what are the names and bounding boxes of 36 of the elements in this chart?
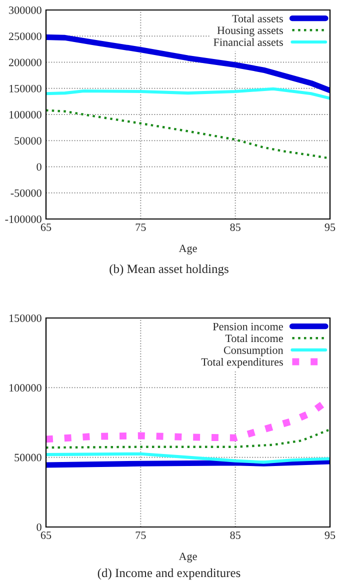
y-tick-label: 50000 <box>14 137 42 145</box>
text: (d) Income and expenditures <box>98 568 240 580</box>
y-tick-label: 100000 <box>9 384 42 392</box>
legend-label: Financial assets <box>214 38 283 46</box>
legend-label: Consumption <box>224 346 284 356</box>
y-tick-label: -100000 <box>5 215 42 223</box>
x-axis-title: Age <box>178 552 197 562</box>
y-tick-label: 50000 <box>14 454 42 462</box>
y-tick-label: 0 <box>36 163 42 171</box>
y-tick-label: 250000 <box>8 32 42 40</box>
line-series <box>46 428 330 449</box>
x-tick-label: 75 <box>136 532 146 539</box>
line-series <box>46 87 330 100</box>
x-tick-label: 85 <box>230 223 240 231</box>
y-tick-label: 100000 <box>9 110 42 118</box>
legend-label: Total assets <box>232 14 283 22</box>
y-tick-label: 0 <box>36 523 42 531</box>
x-tick-label: 85 <box>230 531 240 539</box>
y-tick-label: 300000 <box>9 6 42 14</box>
y-tick-label: 150000 <box>9 84 42 92</box>
legend-label: Total income <box>225 334 283 342</box>
y-tick-label: 150000 <box>9 314 42 322</box>
x-tick-label: 95 <box>324 532 336 539</box>
legend-label: Pension income <box>212 322 283 330</box>
x-axis-title: Age <box>178 244 197 254</box>
x-tick-label: 75 <box>136 224 146 231</box>
line-series <box>46 109 330 160</box>
x-tick-label: 65 <box>40 532 52 539</box>
y-tick-label: -50000 <box>10 189 42 197</box>
legend-label: Total expenditures <box>201 358 283 368</box>
x-tick-label: 95 <box>324 224 336 231</box>
x-tick-label: 65 <box>40 224 52 231</box>
legend-label: Housing assets <box>217 26 283 36</box>
text: (b) Mean asset holdings <box>110 264 228 276</box>
line-series <box>46 452 330 464</box>
y-tick-label: 200000 <box>8 58 42 66</box>
